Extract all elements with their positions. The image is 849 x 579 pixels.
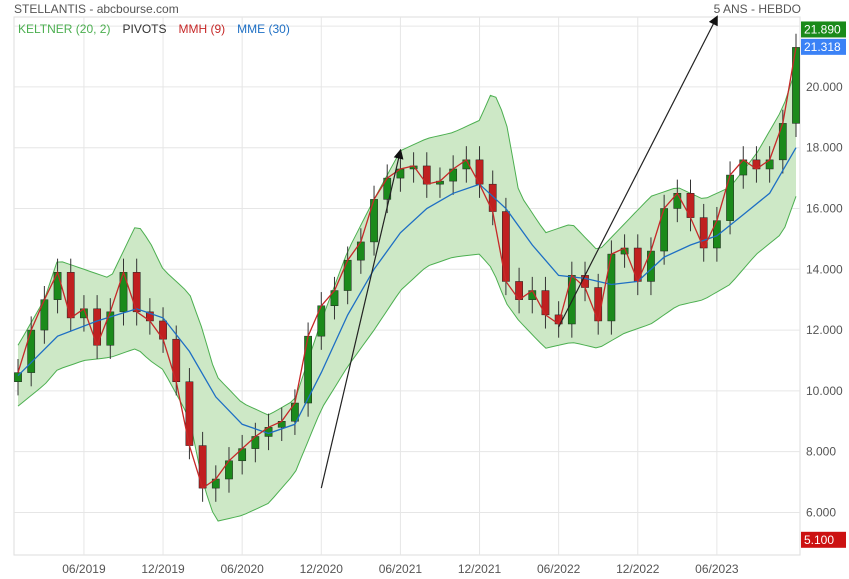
keltner-upper-line — [17, 68, 797, 416]
low-price-badge — [801, 531, 846, 548]
mme-price-badge — [801, 38, 846, 55]
x-tick-label: 12/2019 — [141, 562, 185, 576]
trend-arrows — [320, 15, 718, 489]
legend: KELTNER (20, 2) PIVOTS MMH (9) MME (30) — [18, 22, 290, 36]
legend-item: PIVOTS — [122, 22, 166, 36]
keltner-fill — [18, 68, 796, 521]
candle-body — [14, 372, 22, 382]
keltner-band — [17, 68, 797, 522]
keltner-lower-line — [17, 196, 797, 522]
y-axis: 6.000 8.000 10.000 12.000 14.000 16.000 18.000… — [806, 19, 843, 519]
y-tick-label: 10.000 — [806, 384, 843, 398]
x-tick-label: 06/2023 — [695, 562, 739, 576]
y-tick-label: 16.000 — [806, 201, 843, 215]
mme-line — [17, 147, 797, 435]
trend-arrow — [558, 15, 718, 328]
last-price-badge — [801, 21, 846, 38]
x-tick-label: 06/2020 — [220, 562, 264, 576]
period-label: 5 ANS - HEBDO — [713, 2, 801, 16]
x-tick-label: 06/2022 — [537, 562, 581, 576]
candlesticks — [14, 33, 800, 502]
low-price-badge-text: 5.100 — [804, 533, 834, 547]
mme-price-badge-text: 21.318 — [804, 40, 841, 54]
legend-row: KELTNER (20, 2) PIVOTS MMH (9) MME (30) — [18, 22, 290, 36]
y-tick-label: 8.000 — [806, 445, 836, 459]
last-price-badge-text: 21.890 — [804, 22, 841, 36]
mmh-line — [17, 47, 797, 490]
y-tick-label: 12.000 — [806, 323, 843, 337]
legend-item: MMH (9) — [179, 22, 226, 36]
legend-item: MME (30) — [237, 22, 290, 36]
indicator-lines — [17, 47, 797, 490]
y-tick-label: 6.000 — [806, 505, 836, 519]
legend-item: KELTNER (20, 2) — [18, 22, 110, 36]
x-axis: 06/2019 12/2019 06/2020 12/2020 06/2021 12/20… — [62, 562, 739, 576]
plot-border — [13, 16, 801, 556]
x-tick-label: 12/2021 — [458, 562, 502, 576]
x-tick-label: 06/2021 — [379, 562, 423, 576]
x-tick-label: 12/2022 — [616, 562, 660, 576]
trend-arrow — [320, 148, 404, 489]
y-tick-label: 20.000 — [806, 80, 843, 94]
price-badges: 21.890 21.318 5.100 — [801, 21, 846, 548]
y-tick-label: 14.000 — [806, 262, 843, 276]
candle-body — [792, 47, 800, 124]
chart-title: STELLANTIS - abcbourse.com — [14, 2, 179, 16]
x-tick-label: 06/2019 — [62, 562, 106, 576]
y-tick-label: 18.000 — [806, 141, 843, 155]
x-tick-label: 12/2020 — [300, 562, 344, 576]
